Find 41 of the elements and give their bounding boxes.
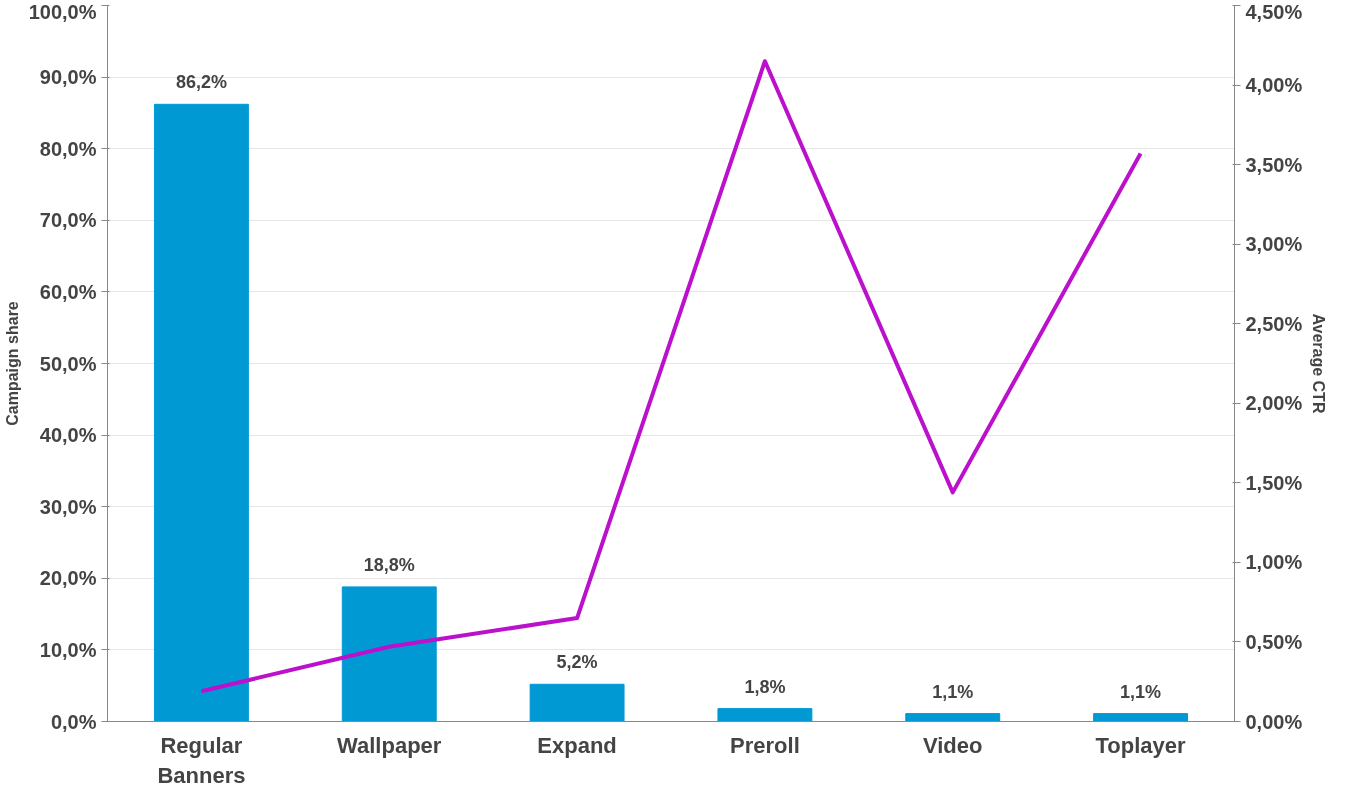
y-tick-label: 50,0% <box>39 352 97 375</box>
bar <box>153 103 249 722</box>
y-tick-label: 0,0% <box>50 710 97 733</box>
y-tick-label: 30,0% <box>39 495 97 518</box>
data-label: 1,1% <box>932 681 974 702</box>
y2-tick-label: 3,50% <box>1245 153 1303 176</box>
data-label: 5,2% <box>556 652 598 673</box>
x-tick-label: Expand <box>537 732 617 758</box>
y2-tick-label: 4,00% <box>1245 74 1303 97</box>
data-label: 86,2% <box>175 72 227 93</box>
x-tick-label: Video <box>923 732 983 758</box>
y-axis-title: Campaign share <box>3 301 21 426</box>
x-tick-label: Regular Banners <box>157 732 246 788</box>
y-tick-label: 80,0% <box>39 137 97 160</box>
y2-tick-label: 4,50% <box>1245 0 1303 23</box>
y2-axis-title: Average CTR <box>1310 313 1328 414</box>
data-label: 1,8% <box>744 676 786 697</box>
y-tick-label: 40,0% <box>39 424 97 447</box>
y-tick-label: 70,0% <box>39 209 97 232</box>
y2-tick-label: 1,50% <box>1245 471 1303 494</box>
y2-tick-label: 2,50% <box>1245 312 1303 335</box>
y2-tick-label: 0,00% <box>1245 710 1303 733</box>
x-tick-label: Preroll <box>730 732 800 758</box>
bar <box>341 586 437 722</box>
y2-tick-label: 3,00% <box>1245 233 1303 256</box>
bar <box>717 708 813 722</box>
y2-tick-label: 2,00% <box>1245 392 1303 415</box>
y2-tick-label: 0,50% <box>1245 630 1303 653</box>
bar <box>529 683 625 722</box>
x-tick-label: Toplayer <box>1095 732 1187 758</box>
y-tick-label: 20,0% <box>39 567 97 590</box>
data-label: 1,1% <box>1120 681 1162 702</box>
y-tick-label: 10,0% <box>39 638 97 661</box>
x-tick-label: Wallpaper <box>337 732 442 758</box>
data-label: 18,8% <box>363 554 415 575</box>
y-tick-label: 100,0% <box>28 0 97 23</box>
bar <box>905 713 1001 722</box>
bar <box>1093 713 1189 722</box>
y-tick-label: 90,0% <box>39 66 97 89</box>
y-tick-label: 60,0% <box>39 280 97 303</box>
y2-tick-label: 1,00% <box>1245 551 1303 574</box>
